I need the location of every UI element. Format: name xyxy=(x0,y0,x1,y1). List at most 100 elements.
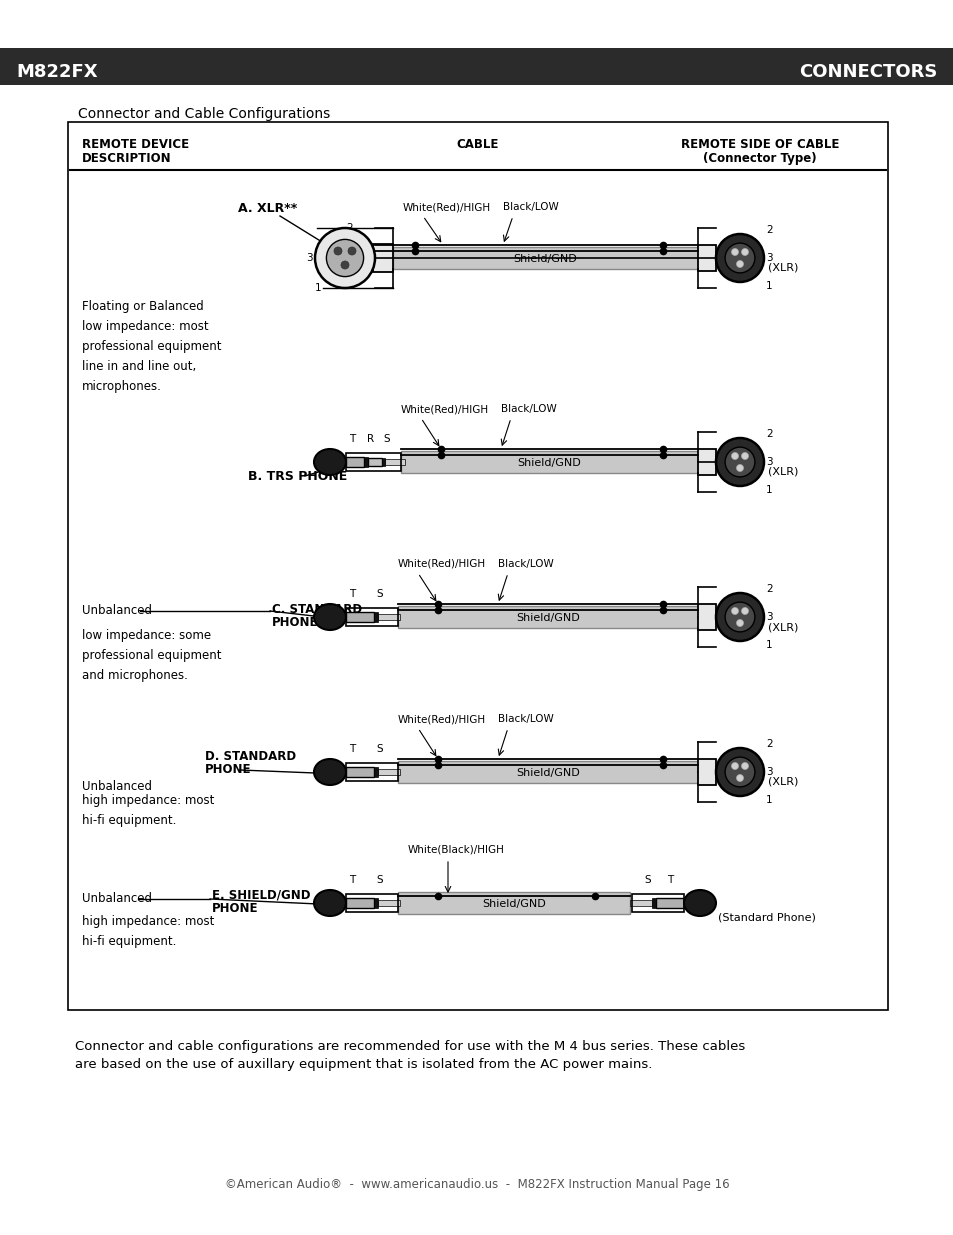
Text: (XLR): (XLR) xyxy=(767,777,798,787)
Text: M822FX: M822FX xyxy=(16,63,97,82)
Bar xyxy=(368,458,381,466)
Text: (XLR): (XLR) xyxy=(767,263,798,273)
Text: Connector and cable configurations are recommended for use with the M 4 bus seri: Connector and cable configurations are r… xyxy=(75,1040,744,1053)
Text: Unbalanced: Unbalanced xyxy=(82,893,152,905)
Text: White(Red)/HIGH: White(Red)/HIGH xyxy=(397,714,486,724)
Bar xyxy=(346,457,364,467)
Text: (XLR): (XLR) xyxy=(767,622,798,632)
Text: PHONE: PHONE xyxy=(205,763,252,776)
Text: 1: 1 xyxy=(765,640,772,650)
Bar xyxy=(698,245,716,270)
Text: CABLE: CABLE xyxy=(456,138,498,151)
Circle shape xyxy=(736,464,742,472)
Circle shape xyxy=(731,608,738,615)
Text: T: T xyxy=(349,876,355,885)
Bar xyxy=(346,608,397,626)
Text: high impedance: most
hi-fi equipment.: high impedance: most hi-fi equipment. xyxy=(82,794,214,827)
Text: T: T xyxy=(349,589,355,599)
Text: 2: 2 xyxy=(765,584,772,594)
Ellipse shape xyxy=(683,890,716,916)
Bar xyxy=(629,900,651,906)
Text: Shield/GND: Shield/GND xyxy=(513,254,577,264)
Circle shape xyxy=(740,608,748,615)
Text: C. STANDARD: C. STANDARD xyxy=(272,603,362,616)
Circle shape xyxy=(731,452,738,459)
Bar xyxy=(377,614,399,620)
Circle shape xyxy=(348,247,355,254)
Bar xyxy=(0,48,953,85)
Text: R: R xyxy=(367,433,375,445)
Text: White(Red)/HIGH: White(Red)/HIGH xyxy=(397,559,486,569)
Text: E. SHIELD/GND: E. SHIELD/GND xyxy=(212,889,310,902)
Bar xyxy=(346,894,397,911)
Circle shape xyxy=(740,762,748,769)
Ellipse shape xyxy=(314,760,346,785)
Text: Shield/GND: Shield/GND xyxy=(516,613,579,622)
Text: Shield/GND: Shield/GND xyxy=(481,899,545,909)
Ellipse shape xyxy=(314,604,346,630)
Text: 1: 1 xyxy=(765,795,772,805)
Text: Unbalanced: Unbalanced xyxy=(82,781,152,793)
Text: D. STANDARD: D. STANDARD xyxy=(205,750,295,763)
Text: 2: 2 xyxy=(765,225,772,235)
Text: 2: 2 xyxy=(765,429,772,438)
Bar xyxy=(374,898,377,908)
Text: 1: 1 xyxy=(765,485,772,495)
Text: Connector and Cable Configurations: Connector and Cable Configurations xyxy=(78,107,330,121)
Text: Black/LOW: Black/LOW xyxy=(502,203,558,212)
Bar xyxy=(385,459,405,466)
Text: 3: 3 xyxy=(765,613,772,622)
Text: (XLR): (XLR) xyxy=(767,467,798,477)
Circle shape xyxy=(716,593,763,641)
Text: (Connector Type): (Connector Type) xyxy=(702,152,816,165)
Text: PHONE: PHONE xyxy=(212,902,258,915)
Circle shape xyxy=(740,452,748,459)
Text: Shield/GND: Shield/GND xyxy=(516,768,579,778)
Text: REMOTE DEVICE: REMOTE DEVICE xyxy=(82,138,189,151)
Circle shape xyxy=(724,757,754,787)
Bar xyxy=(698,450,716,475)
Text: Shield/GND: Shield/GND xyxy=(517,458,580,468)
Circle shape xyxy=(716,233,763,282)
Text: Black/LOW: Black/LOW xyxy=(497,714,553,724)
Text: Black/LOW: Black/LOW xyxy=(497,559,553,569)
Text: White(Red)/HIGH: White(Red)/HIGH xyxy=(402,203,491,212)
Bar xyxy=(373,245,393,272)
Text: S: S xyxy=(376,743,383,755)
Bar xyxy=(364,457,368,467)
Text: 3: 3 xyxy=(765,767,772,777)
Text: 2: 2 xyxy=(765,739,772,748)
Text: low impedance: some
professional equipment
and microphones.: low impedance: some professional equipme… xyxy=(82,629,221,682)
Circle shape xyxy=(740,248,748,256)
Bar xyxy=(656,898,683,908)
Circle shape xyxy=(736,261,742,268)
Text: T: T xyxy=(666,876,673,885)
Circle shape xyxy=(326,240,363,277)
Bar xyxy=(651,898,656,908)
Circle shape xyxy=(724,603,754,632)
Bar xyxy=(397,761,698,783)
Text: White(Red)/HIGH: White(Red)/HIGH xyxy=(400,404,489,414)
Ellipse shape xyxy=(314,890,346,916)
Text: 1: 1 xyxy=(765,282,772,291)
Text: DESCRIPTION: DESCRIPTION xyxy=(82,152,172,165)
Bar xyxy=(377,769,399,776)
Bar xyxy=(698,760,716,785)
Text: A. XLR**: A. XLR** xyxy=(237,201,297,215)
Circle shape xyxy=(716,438,763,487)
Text: S: S xyxy=(644,876,651,885)
Bar xyxy=(400,451,698,473)
Bar xyxy=(374,613,377,622)
Circle shape xyxy=(314,228,375,288)
Bar xyxy=(631,894,683,911)
Circle shape xyxy=(736,620,742,626)
Text: 1: 1 xyxy=(314,283,320,293)
Text: (Standard Phone): (Standard Phone) xyxy=(718,911,815,923)
Bar xyxy=(397,606,698,629)
Text: ©American Audio®  -  www.americanaudio.us  -  M822FX Instruction Manual Page 16: ©American Audio® - www.americanaudio.us … xyxy=(225,1178,728,1191)
Bar xyxy=(377,900,399,906)
Circle shape xyxy=(731,762,738,769)
Text: 2: 2 xyxy=(346,224,353,233)
Text: Unbalanced: Unbalanced xyxy=(82,604,152,618)
Text: are based on the use of auxillary equipment that is isolated from the AC power m: are based on the use of auxillary equipm… xyxy=(75,1058,652,1071)
